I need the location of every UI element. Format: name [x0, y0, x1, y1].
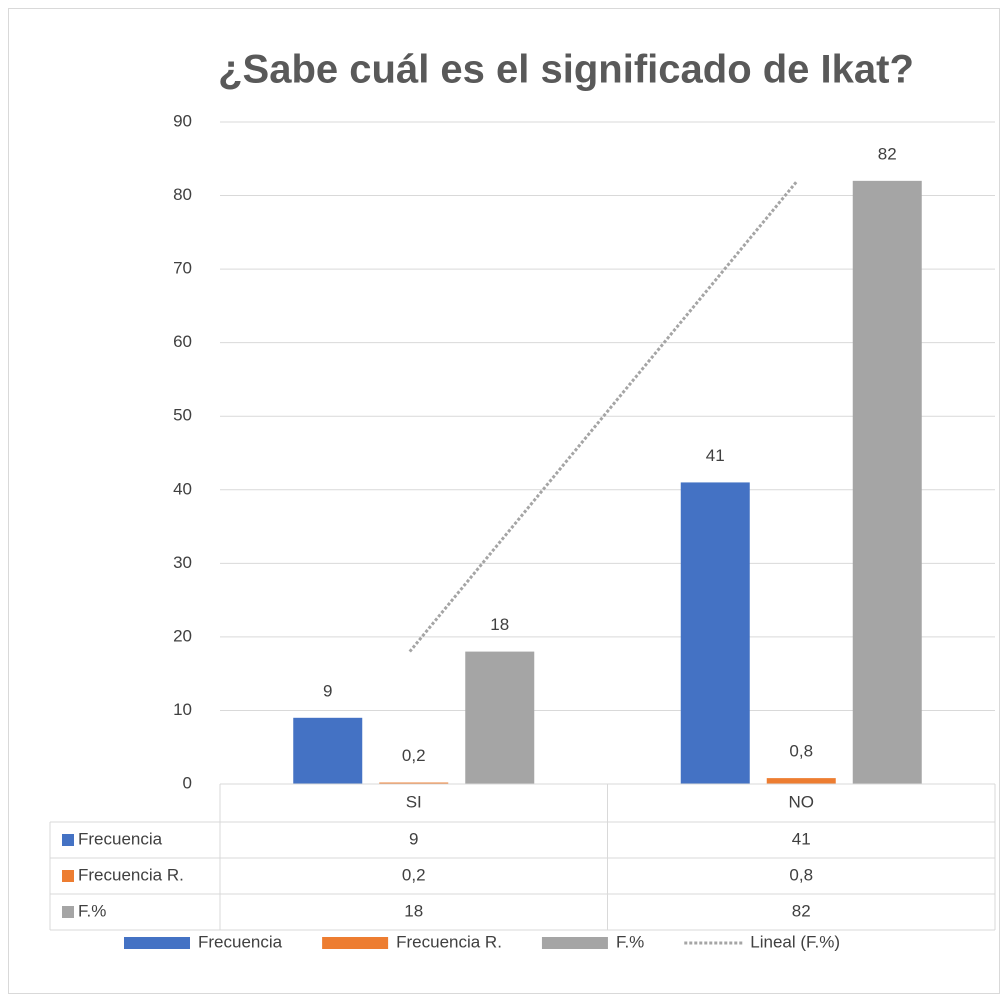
table-row-label: Frecuencia R. — [78, 865, 184, 884]
bar — [465, 651, 535, 784]
y-tick-label: 20 — [173, 626, 192, 645]
legend-label: Frecuencia — [198, 932, 283, 951]
y-tick-label: 80 — [173, 185, 192, 204]
data-label: 0,8 — [789, 742, 813, 761]
bar — [680, 482, 750, 784]
table-cell: 0,2 — [402, 865, 426, 884]
chart-frame — [8, 8, 1000, 994]
table-swatch — [62, 906, 74, 918]
table-row-label: F.% — [78, 901, 106, 920]
table-row-label: Frecuencia — [78, 829, 163, 848]
y-tick-label: 0 — [183, 773, 192, 792]
y-tick-label: 30 — [173, 553, 192, 572]
table-swatch — [62, 834, 74, 846]
data-label: 18 — [490, 615, 509, 634]
bar — [766, 778, 836, 784]
data-label: 82 — [878, 144, 897, 163]
y-tick-label: 70 — [173, 259, 192, 278]
data-label: 9 — [323, 681, 332, 700]
y-tick-label: 50 — [173, 406, 192, 425]
table-cell: 82 — [792, 901, 811, 920]
y-tick-label: 60 — [173, 332, 192, 351]
bar — [293, 717, 363, 784]
table-cell: 9 — [409, 829, 418, 848]
chart-title: ¿Sabe cuál es el significado de Ikat? — [218, 48, 914, 92]
trendline — [408, 179, 799, 653]
table-swatch — [62, 870, 74, 882]
data-label: 0,2 — [402, 746, 426, 765]
y-tick-label: 90 — [173, 111, 192, 130]
y-tick-label: 40 — [173, 479, 192, 498]
legend-label: F.% — [616, 932, 644, 951]
y-tick-label: 10 — [173, 700, 192, 719]
legend-label: Frecuencia R. — [396, 932, 502, 951]
x-tick-label: NO — [789, 792, 815, 811]
data-label: 41 — [706, 446, 725, 465]
x-tick-label: SI — [406, 792, 422, 811]
legend-label: Lineal (F.%) — [750, 932, 840, 951]
legend-swatch — [541, 937, 608, 949]
legend-swatch — [322, 937, 389, 949]
table-cell: 41 — [792, 829, 811, 848]
legend-swatch — [124, 937, 190, 949]
table-cell: 18 — [404, 901, 423, 920]
table-cell: 0,8 — [789, 865, 813, 884]
bar — [379, 782, 449, 784]
bar — [852, 180, 922, 784]
